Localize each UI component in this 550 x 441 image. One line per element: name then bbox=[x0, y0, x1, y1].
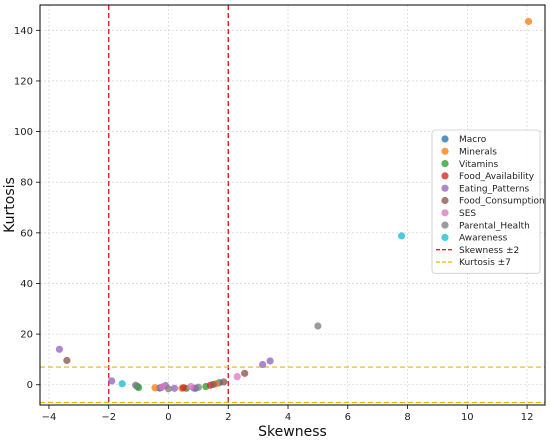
legend-marker bbox=[441, 233, 449, 241]
point-food-consumption bbox=[209, 380, 217, 389]
point-parental-health bbox=[164, 385, 173, 393]
legend-label: Parental_Health bbox=[459, 221, 530, 231]
y-tick-label: 0 bbox=[27, 380, 33, 391]
y-tick-label: 60 bbox=[20, 228, 33, 239]
legend-label: SES bbox=[459, 209, 476, 219]
point-eating-patterns bbox=[55, 345, 64, 353]
y-tick-label: 140 bbox=[14, 26, 33, 37]
legend-label: Food_Availability bbox=[459, 172, 535, 182]
y-tick-label: 120 bbox=[14, 76, 33, 87]
x-tick-label: 0 bbox=[165, 412, 171, 423]
point-minerals bbox=[151, 384, 159, 392]
legend-label: Skewness ±2 bbox=[459, 246, 519, 256]
legend-marker bbox=[441, 184, 449, 192]
point-eating-patterns bbox=[170, 384, 179, 392]
legend-marker bbox=[441, 135, 449, 143]
point-eating-patterns bbox=[266, 357, 274, 365]
x-tick-label: 6 bbox=[345, 412, 351, 423]
legend-marker bbox=[441, 147, 449, 155]
x-tick-label: 4 bbox=[285, 412, 291, 423]
legend: Macro Minerals Vitamins Food_Availability Ea… bbox=[431, 129, 545, 274]
point-parental-health bbox=[132, 381, 140, 389]
y-axis-ticks: 0 20 40 60 80 100 120 140 bbox=[14, 26, 40, 391]
x-tick-label: 10 bbox=[461, 412, 474, 423]
legend-marker bbox=[441, 160, 449, 168]
legend-label: Food_Consumption bbox=[459, 197, 545, 207]
x-tick-label: 12 bbox=[521, 412, 534, 423]
point-food-consumption bbox=[220, 378, 228, 386]
point-awareness bbox=[118, 380, 126, 388]
plot-frame bbox=[39, 4, 546, 406]
legend-label: Macro bbox=[459, 135, 487, 145]
point-ses bbox=[158, 383, 167, 391]
point-food-availability bbox=[179, 384, 188, 392]
point-ses bbox=[187, 382, 195, 391]
point-awareness bbox=[397, 232, 406, 240]
legend-label: Minerals bbox=[459, 148, 497, 158]
point-eating-patterns bbox=[259, 360, 267, 369]
legend-marker bbox=[441, 196, 449, 205]
point-food-consumption bbox=[63, 356, 71, 365]
y-tick-label: 100 bbox=[14, 127, 33, 138]
legend-label: Eating_Patterns bbox=[459, 184, 530, 194]
legend-marker bbox=[441, 172, 449, 180]
point-ses bbox=[233, 373, 241, 381]
y-tick-label: 80 bbox=[20, 178, 33, 189]
x-tick-label: 2 bbox=[225, 412, 231, 423]
legend-marker bbox=[441, 221, 449, 229]
x-tick-label: −2 bbox=[101, 412, 116, 423]
legend-label: Kurtosis ±7 bbox=[459, 258, 511, 268]
legend-box bbox=[431, 129, 541, 274]
reference-lines bbox=[40, 5, 545, 405]
legend-marker bbox=[441, 209, 449, 217]
y-tick-label: 20 bbox=[20, 330, 33, 341]
x-axis-ticks: −4 −2 0 2 4 6 8 10 12 bbox=[42, 405, 534, 423]
y-tick-label: 40 bbox=[20, 279, 33, 290]
data-points bbox=[55, 17, 533, 393]
legend-label: Awareness bbox=[459, 234, 508, 244]
point-parental-health bbox=[194, 383, 202, 391]
legend-label: Vitamins bbox=[459, 160, 498, 170]
x-tick-label: −4 bbox=[42, 412, 57, 423]
x-axis-title: Skewness bbox=[258, 424, 327, 440]
point-eating-patterns bbox=[108, 377, 116, 385]
point-minerals bbox=[524, 17, 533, 26]
y-axis-title: Kurtosis bbox=[2, 177, 18, 233]
x-tick-label: 8 bbox=[404, 412, 410, 423]
point-food-consumption bbox=[241, 369, 249, 377]
point-parental-health bbox=[314, 322, 322, 330]
